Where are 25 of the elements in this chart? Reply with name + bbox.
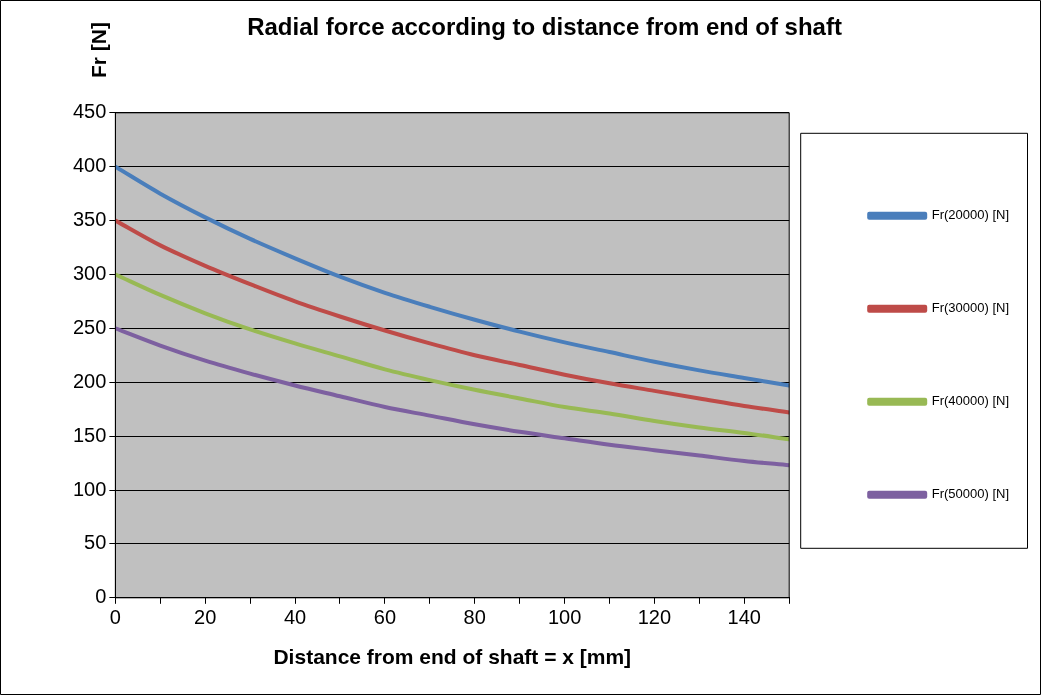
- x-tick-label: 140: [727, 606, 761, 629]
- x-tick-label: 60: [373, 606, 397, 629]
- x-tick-label: 100: [547, 606, 582, 629]
- x-tick-label: 80: [463, 606, 486, 629]
- y-tick-label: 400: [72, 154, 107, 177]
- legend-label: Fr(40000) [N]: [931, 393, 1010, 409]
- y-tick-label: 250: [72, 315, 107, 338]
- legend-label: Fr(50000) [N]: [931, 486, 1010, 502]
- y-tick-label: 450: [72, 100, 107, 123]
- y-tick-label: 150: [72, 423, 107, 446]
- y-tick-label: 350: [72, 208, 107, 231]
- x-tick-label: 120: [637, 606, 672, 629]
- y-tick-label: 300: [72, 261, 107, 284]
- x-tick-label: 20: [194, 606, 217, 629]
- y-tick-label: 50: [84, 531, 107, 554]
- y-axis-title: Fr [N]: [86, 22, 110, 78]
- x-tick-label: 40: [283, 606, 307, 629]
- y-tick-label: 100: [72, 477, 107, 500]
- x-axis-title: Distance from end of shaft = x [mm]: [273, 645, 632, 669]
- y-tick-label: 0: [95, 585, 107, 608]
- chart-title: Radial force according to distance from end of shaft: [247, 13, 842, 41]
- x-tick-label: 0: [109, 606, 121, 629]
- legend-label: Fr(20000) [N]: [931, 207, 1010, 223]
- legend-label: Fr(30000) [N]: [931, 300, 1010, 316]
- y-tick-label: 200: [72, 369, 107, 392]
